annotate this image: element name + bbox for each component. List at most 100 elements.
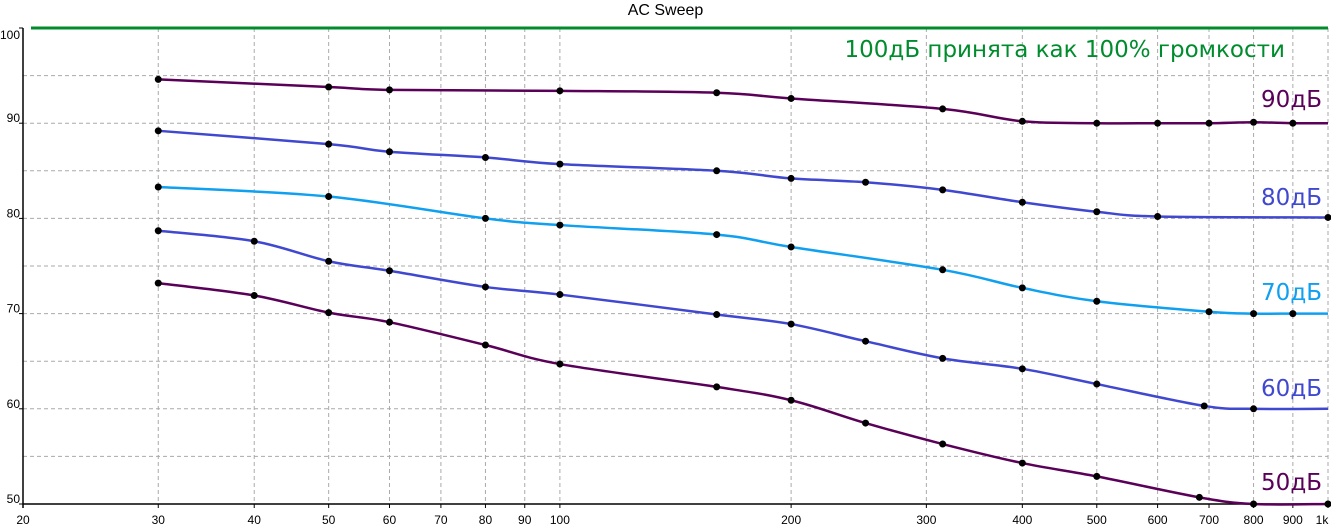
data-point xyxy=(325,140,333,148)
data-point xyxy=(154,227,162,235)
data-point xyxy=(556,87,564,95)
x-tick-label: 400 xyxy=(1012,513,1032,527)
data-point xyxy=(939,354,947,362)
data-point xyxy=(325,83,333,91)
data-point xyxy=(1154,119,1162,127)
x-tick-label: 80 xyxy=(479,513,493,527)
data-point xyxy=(1093,208,1101,216)
data-point xyxy=(481,283,489,291)
data-point xyxy=(1018,198,1026,206)
series-60дБ: 60дБ xyxy=(154,227,1329,413)
data-point xyxy=(787,94,795,102)
data-point xyxy=(325,193,333,201)
data-point xyxy=(1195,493,1203,501)
data-point xyxy=(1093,472,1101,480)
data-point xyxy=(250,237,258,245)
data-point xyxy=(862,337,870,345)
data-point xyxy=(939,440,947,448)
series-label: 50дБ xyxy=(1261,470,1322,496)
data-point xyxy=(939,105,947,113)
data-point xyxy=(713,383,721,391)
x-tick-label: 600 xyxy=(1148,513,1168,527)
data-point xyxy=(154,75,162,83)
data-point xyxy=(1154,212,1162,220)
data-point xyxy=(713,311,721,319)
x-tick-label: 40 xyxy=(248,513,262,527)
data-point xyxy=(481,153,489,161)
y-tick-label: 80 xyxy=(7,206,21,220)
series-line xyxy=(158,185,1328,315)
chart-title: AC Sweep xyxy=(627,2,704,19)
data-point xyxy=(481,341,489,349)
data-point xyxy=(250,292,258,300)
data-point xyxy=(1018,284,1026,292)
data-point xyxy=(713,231,721,239)
data-point xyxy=(1250,118,1258,126)
data-point xyxy=(1324,500,1331,508)
data-point xyxy=(787,320,795,328)
data-point xyxy=(1018,459,1026,467)
data-point xyxy=(713,89,721,97)
data-point xyxy=(787,396,795,404)
data-point xyxy=(154,127,162,135)
x-tick-label: 700 xyxy=(1199,513,1219,527)
data-point xyxy=(1289,119,1297,127)
data-point xyxy=(787,243,795,251)
y-tick-label: 50 xyxy=(7,492,21,506)
data-point xyxy=(154,183,162,191)
data-point xyxy=(556,221,564,229)
data-point xyxy=(1250,500,1258,508)
series-line xyxy=(158,281,1329,506)
x-tick-label: 50 xyxy=(322,513,336,527)
series-90дБ: 90дБ xyxy=(154,75,1329,127)
x-tick-label: 60 xyxy=(383,513,397,527)
data-point xyxy=(1289,310,1297,318)
data-point xyxy=(939,186,947,194)
data-point xyxy=(385,318,393,326)
data-point xyxy=(1093,380,1101,388)
data-point xyxy=(862,178,870,186)
series-80дБ: 80дБ xyxy=(154,127,1331,221)
x-tick-label: 300 xyxy=(916,513,936,527)
data-point xyxy=(1093,119,1101,127)
series-line xyxy=(158,129,1329,219)
series-line xyxy=(158,229,1329,411)
x-tick-label: 200 xyxy=(781,513,801,527)
data-point xyxy=(325,257,333,265)
reference-label: 100дБ принята как 100% громкости xyxy=(845,37,1285,63)
data-point xyxy=(1018,365,1026,373)
data-point xyxy=(1018,117,1026,125)
x-tick-label: 20 xyxy=(16,513,30,527)
series-50дБ: 50дБ xyxy=(154,279,1331,508)
data-point xyxy=(556,291,564,299)
y-tick-label: 100 xyxy=(0,28,20,42)
data-point xyxy=(481,214,489,222)
x-tick-label: 30 xyxy=(152,513,166,527)
data-point xyxy=(1250,405,1258,413)
data-point xyxy=(1205,119,1213,127)
data-point xyxy=(556,360,564,368)
data-point xyxy=(325,309,333,317)
data-point xyxy=(1093,297,1101,305)
series-label: 60дБ xyxy=(1261,376,1322,402)
data-point xyxy=(1205,308,1213,316)
x-tick-label: 800 xyxy=(1244,513,1264,527)
data-point xyxy=(556,160,564,168)
data-point xyxy=(385,86,393,94)
y-tick-label: 60 xyxy=(7,397,21,411)
data-point xyxy=(385,267,393,275)
data-point xyxy=(1324,213,1331,221)
x-tick-label: 500 xyxy=(1087,513,1107,527)
y-tick-label: 70 xyxy=(7,302,21,316)
y-tick-label: 90 xyxy=(7,111,21,125)
x-tick-label: 90 xyxy=(518,513,532,527)
x-tick-label: 70 xyxy=(434,513,448,527)
data-point xyxy=(385,148,393,156)
series-label: 70дБ xyxy=(1261,280,1322,306)
data-point xyxy=(862,419,870,427)
data-point xyxy=(1250,310,1258,318)
series-label: 80дБ xyxy=(1261,185,1322,211)
data-point xyxy=(939,266,947,274)
x-tick-label: 1k xyxy=(1316,513,1330,527)
